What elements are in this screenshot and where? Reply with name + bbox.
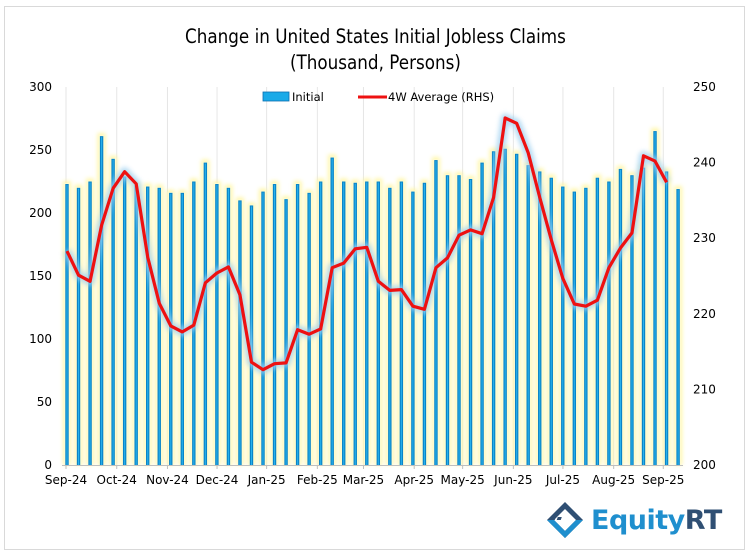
- x-tick-label: Jan-25: [247, 473, 286, 487]
- legend-label-4w-average: 4W Average (RHS): [388, 90, 494, 104]
- bar-initial-highlight: [227, 188, 229, 466]
- bar-initial-highlight: [400, 182, 402, 465]
- x-tick-label: Jun-25: [493, 473, 532, 487]
- x-tick-label: Aug-25: [592, 473, 635, 487]
- bar-initial-highlight: [89, 182, 91, 465]
- y-left-tick-label: 250: [29, 143, 52, 157]
- bar-initial-highlight: [435, 161, 437, 465]
- x-tick-label: Apr-25: [394, 473, 434, 487]
- axes: Sep-24 Oct-24 Nov-24 Dec-24 Jan-25 Feb-25 Mar-…: [29, 80, 716, 487]
- bar-initial-highlight: [516, 154, 518, 465]
- bar-initial-highlight: [585, 188, 587, 466]
- bar-initial-highlight: [608, 182, 610, 465]
- bar-initial-highlight: [216, 185, 218, 465]
- bar-initial-highlight: [101, 137, 103, 465]
- bar-initial-highlight: [643, 168, 644, 465]
- x-tick-label: May-25: [441, 473, 485, 487]
- chart-title-line-1: Change in United States Initial Jobless …: [185, 25, 566, 48]
- bar-initial-highlight: [481, 163, 483, 465]
- x-tick-label: Dec-24: [196, 473, 239, 487]
- equityrt-logo-icon: [547, 502, 583, 538]
- legend-swatch-initial: [262, 91, 290, 102]
- y-right-tick-label: 230: [693, 231, 716, 245]
- bar-initial-highlight: [654, 132, 656, 465]
- bar-initial-highlight: [262, 192, 264, 465]
- equityrt-logo: EquityRT: [545, 500, 722, 540]
- bar-initial-highlight: [366, 182, 368, 465]
- bars-initial: [65, 131, 680, 466]
- bar-initial-highlight: [573, 192, 575, 465]
- bar-initial-highlight: [377, 182, 379, 465]
- bar-initial-highlight: [631, 176, 633, 465]
- bar-initial-highlight: [297, 185, 299, 465]
- y-right-tick-label: 240: [693, 156, 716, 170]
- bar-initial-highlight: [539, 172, 541, 466]
- bar-initial-highlight: [112, 159, 114, 465]
- bar-initial-highlight: [389, 188, 391, 466]
- bar-initial-highlight: [666, 172, 668, 466]
- bar-initial-highlight: [78, 188, 80, 466]
- line-4w-average-path: [65, 116, 668, 372]
- equityrt-logo-text: EquityRT: [591, 504, 722, 536]
- bar-initial-highlight: [239, 201, 241, 465]
- x-tick-label: Mar-25: [343, 473, 384, 487]
- x-tick-label: Sep-24: [45, 473, 87, 487]
- bar-initial-highlight: [458, 176, 460, 465]
- y-right-tick-label: 210: [693, 382, 716, 396]
- bar-initial-highlight: [204, 163, 206, 465]
- line-4w-average: [65, 116, 668, 372]
- bar-initial-highlight: [354, 183, 356, 465]
- bar-initial-highlight: [550, 178, 552, 465]
- y-right-tick-label: 200: [693, 458, 716, 472]
- bar-initial-highlight: [423, 183, 425, 465]
- y-left-tick-label: 150: [29, 269, 52, 283]
- bar-initial-highlight: [343, 182, 345, 465]
- legend: Initial 4W Average (RHS): [262, 90, 494, 104]
- bar-initial-highlight: [331, 158, 333, 465]
- y-left-tick-label: 200: [29, 206, 52, 220]
- y-right-tick-label: 220: [693, 307, 716, 321]
- bar-initial-highlight: [274, 185, 276, 465]
- y-left-tick-label: 50: [37, 395, 52, 409]
- x-tick-label: Sep-25: [642, 473, 684, 487]
- bar-initial-highlight: [527, 166, 529, 465]
- bar-initial-highlight: [470, 179, 472, 466]
- y-left-tick-label: 100: [29, 332, 52, 346]
- x-tick-label: Jul-25: [545, 473, 580, 487]
- bar-initial-highlight: [562, 187, 564, 466]
- bar-initial-highlight: [158, 188, 160, 466]
- bar-initial-highlight: [147, 187, 149, 466]
- bar-initial-highlight: [412, 192, 414, 465]
- bar-initial-highlight: [135, 186, 137, 465]
- bar-initial-highlight: [446, 176, 448, 465]
- bar-initial-highlight: [596, 178, 598, 465]
- chart-title: Change in United States Initial Jobless …: [53, 24, 699, 76]
- x-tick-label: Oct-24: [97, 473, 137, 487]
- x-tick-label: Nov-24: [146, 473, 189, 487]
- bar-initial-highlight: [504, 149, 506, 466]
- bar-initial-highlight: [619, 169, 621, 465]
- bar-initial-highlight: [66, 185, 68, 465]
- bar-initial-highlight: [285, 200, 287, 465]
- legend-label-initial: Initial: [292, 90, 324, 104]
- bar-initial-highlight: [124, 177, 126, 465]
- bar-initial-highlight: [677, 190, 679, 465]
- y-left-tick-label: 300: [29, 80, 52, 94]
- bar-initial-highlight: [493, 152, 495, 465]
- y-right-tick-label: 250: [693, 80, 716, 94]
- y-left-tick-label: 0: [44, 458, 52, 472]
- chart-title-line-2: (Thousand, Persons): [289, 51, 461, 74]
- x-tick-label: Feb-25: [297, 473, 338, 487]
